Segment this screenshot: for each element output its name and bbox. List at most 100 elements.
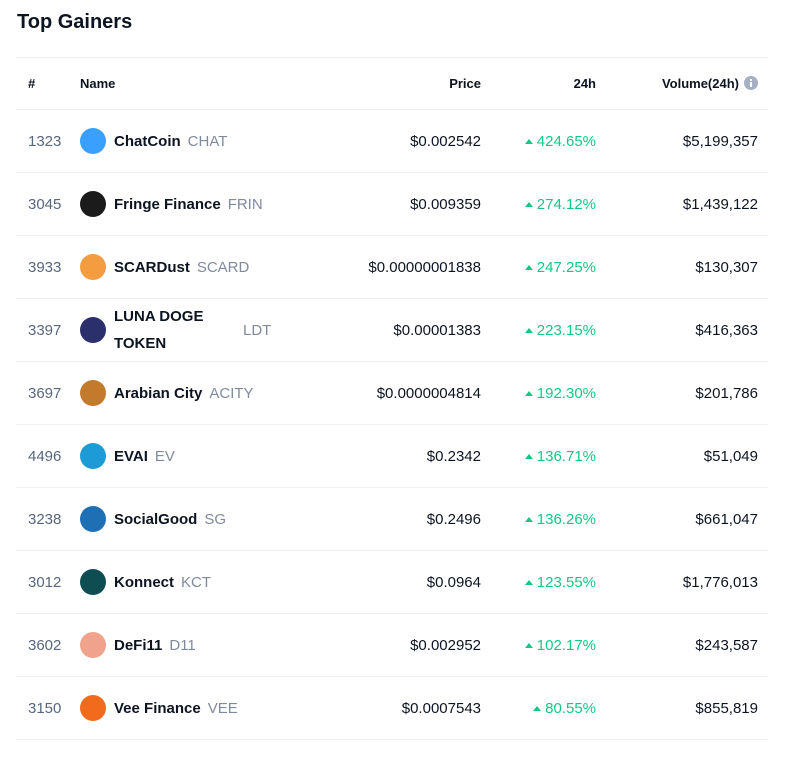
up-arrow (524, 516, 533, 522)
column-header[interactable]: Name (80, 57, 300, 110)
coin-row[interactable]: 3602 DeFi11 D11 $0.002952 102.17% $243,587 (16, 613, 768, 677)
name-box: Vee Finance VEE (80, 695, 300, 722)
coin-name[interactable]: Konnect (114, 573, 174, 591)
name-cell: Konnect KCT (80, 550, 300, 614)
column-header: Volume(24h) (612, 57, 768, 110)
coin-symbol: EV (154, 447, 175, 465)
volume: $855,819 (612, 676, 768, 740)
change-cell: 102.17% (497, 613, 612, 677)
volume: $416,363 (612, 298, 768, 362)
column-header-text[interactable]: Volume(24h) (661, 76, 739, 91)
coin-row[interactable]: 3697 Arabian City ACITY $0.0000004814 192.30… (16, 361, 768, 425)
price: $0.2496 (300, 487, 497, 551)
price: $0.00000001838 (300, 235, 497, 299)
name-cell: Vee Finance VEE (80, 676, 300, 740)
name-cell: EVAI EV (80, 424, 300, 488)
info-icon[interactable] (744, 76, 758, 90)
coin-symbol: VEE (207, 699, 238, 717)
coin-name[interactable]: Vee Finance (114, 699, 201, 717)
change-cell: 136.71% (497, 424, 612, 488)
column-header[interactable]: 24h (497, 57, 612, 110)
coin-symbol: SG (204, 510, 227, 528)
name-cell: SocialGood SG (80, 487, 300, 551)
coin-row[interactable]: 4496 EVAI EV $0.2342 136.71% $51,049 (16, 424, 768, 488)
volume: $51,049 (612, 424, 768, 488)
change-cell: 192.30% (497, 361, 612, 425)
coin-symbol: LDT (243, 321, 272, 339)
coin-name[interactable]: Fringe Finance (114, 195, 221, 213)
rank: 3150 (16, 676, 80, 740)
name-cell: Arabian City ACITY (80, 361, 300, 425)
price: $0.2342 (300, 424, 497, 488)
coin-name[interactable]: DeFi11 (114, 636, 163, 654)
coin-row[interactable]: 3045 Fringe Finance FRIN $0.009359 274.12% $1… (16, 172, 768, 236)
coin-name[interactable]: SCARDust (114, 258, 190, 276)
column-header[interactable]: # (16, 57, 80, 110)
coin-icon (80, 506, 106, 532)
coin-icon (80, 569, 106, 595)
change-cell: 80.55% (497, 676, 612, 740)
up-arrow (524, 453, 533, 459)
change-cell: 136.26% (497, 487, 612, 551)
name-cell: SCARDust SCARD (80, 235, 300, 299)
name-box: SocialGood SG (80, 506, 300, 533)
coin-row[interactable]: 3150 Vee Finance VEE $0.0007543 80.55% $855,8… (16, 676, 768, 740)
rank: 3012 (16, 550, 80, 614)
change: 123.55% (536, 573, 596, 591)
volume: $130,307 (612, 235, 768, 299)
up-arrow (524, 138, 533, 144)
change-cell: 223.15% (497, 298, 612, 362)
coin-name[interactable]: LUNA DOGE TOKEN (114, 308, 204, 352)
up-arrow (524, 201, 533, 207)
price: $0.002952 (300, 613, 497, 677)
rank: 3602 (16, 613, 80, 677)
name-box: SCARDust SCARD (80, 254, 300, 281)
coin-name[interactable]: ChatCoin (114, 132, 181, 150)
rank: 3238 (16, 487, 80, 551)
coin-name[interactable]: Arabian City (114, 384, 203, 402)
volume: $201,786 (612, 361, 768, 425)
price: $0.0000004814 (300, 361, 497, 425)
change-cell: 123.55% (497, 550, 612, 614)
name-box: LUNA DOGE TOKEN LDT (80, 303, 300, 357)
coin-icon (80, 128, 106, 154)
price: $0.0964 (300, 550, 497, 614)
coin-name[interactable]: SocialGood (114, 510, 198, 528)
volume: $1,439,122 (612, 172, 768, 236)
up-arrow (524, 327, 533, 333)
coin-symbol: FRIN (227, 195, 263, 213)
up-arrow (524, 642, 533, 648)
volume: $243,587 (612, 613, 768, 677)
gainers-table: # Name Price 24h Volume(24h) 1323 ChatCoi… (16, 57, 768, 740)
coin-row[interactable]: 3397 LUNA DOGE TOKEN LDT $0.00001383 223.15%… (16, 298, 768, 362)
coin-row[interactable]: 3238 SocialGood SG $0.2496 136.26% $661,047 (16, 487, 768, 551)
change-cell: 247.25% (497, 235, 612, 299)
coin-row[interactable]: 1323 ChatCoin CHAT $0.002542 424.65% $5,199,3… (16, 109, 768, 173)
coin-row[interactable]: 3933 SCARDust SCARD $0.00000001838 247.25% $1… (16, 235, 768, 299)
name-box: EVAI EV (80, 443, 300, 470)
change: 136.71% (536, 447, 596, 465)
change: 102.17% (536, 636, 596, 654)
change-cell: 274.12% (497, 172, 612, 236)
name-box: Konnect KCT (80, 569, 300, 596)
coin-symbol: D11 (169, 636, 196, 654)
rank: 3933 (16, 235, 80, 299)
up-arrow (524, 264, 533, 270)
change: 136.26% (536, 510, 596, 528)
rank: 4496 (16, 424, 80, 488)
coin-icon (80, 254, 106, 280)
name-cell: Fringe Finance FRIN (80, 172, 300, 236)
coin-symbol: KCT (181, 573, 211, 591)
name-box: DeFi11 D11 (80, 632, 300, 659)
coin-symbol: ACITY (209, 384, 254, 402)
coin-icon (80, 191, 106, 217)
coin-name[interactable]: EVAI (114, 447, 148, 465)
column-header[interactable]: Price (300, 57, 497, 110)
coin-row[interactable]: 3012 Konnect KCT $0.0964 123.55% $1,776,013 (16, 550, 768, 614)
change: 223.15% (536, 321, 596, 339)
up-arrow (524, 579, 533, 585)
name-cell: ChatCoin CHAT (80, 109, 300, 173)
coin-symbol: SCARD (196, 258, 250, 276)
change-cell: 424.65% (497, 109, 612, 173)
